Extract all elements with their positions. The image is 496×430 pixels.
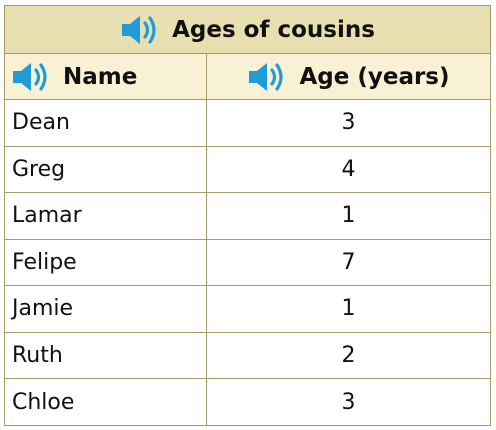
name-cell: Felipe [5, 239, 207, 285]
ages-table: Ages of cousins Name Age (years) [4, 5, 491, 426]
table-row: Jamie 1 [5, 286, 490, 333]
table-row: Felipe 7 [5, 239, 490, 286]
name-cell: Dean [5, 100, 207, 146]
name-cell: Jamie [5, 286, 207, 332]
speaker-icon[interactable] [11, 60, 51, 94]
header-row: Name Age (years) [5, 54, 490, 100]
speaker-icon[interactable] [247, 60, 287, 94]
table-row: Greg 4 [5, 146, 490, 193]
column-header-name: Name [5, 54, 207, 99]
table-row: Chloe 3 [5, 379, 490, 426]
age-cell: 2 [341, 342, 356, 368]
table-row: Dean 3 [5, 100, 490, 147]
name-cell: Ruth [5, 332, 207, 378]
age-cell: 3 [341, 110, 356, 136]
age-cell: 3 [341, 389, 356, 415]
name-cell: Greg [5, 146, 207, 192]
column-header-age: Age (years) [207, 54, 490, 99]
age-cell: 1 [341, 296, 356, 322]
speaker-icon[interactable] [120, 13, 160, 47]
age-cell: 1 [341, 203, 356, 229]
column-header-label: Name [63, 63, 138, 90]
age-cell: 7 [341, 249, 356, 275]
table-row: Lamar 1 [5, 193, 490, 240]
table-row: Ruth 2 [5, 332, 490, 379]
column-header-label: Age (years) [299, 63, 450, 90]
age-cell: 4 [341, 156, 356, 182]
table-title: Ages of cousins [172, 16, 375, 43]
table-title-row: Ages of cousins [5, 6, 490, 54]
name-cell: Lamar [5, 193, 207, 239]
name-cell: Chloe [5, 379, 207, 426]
